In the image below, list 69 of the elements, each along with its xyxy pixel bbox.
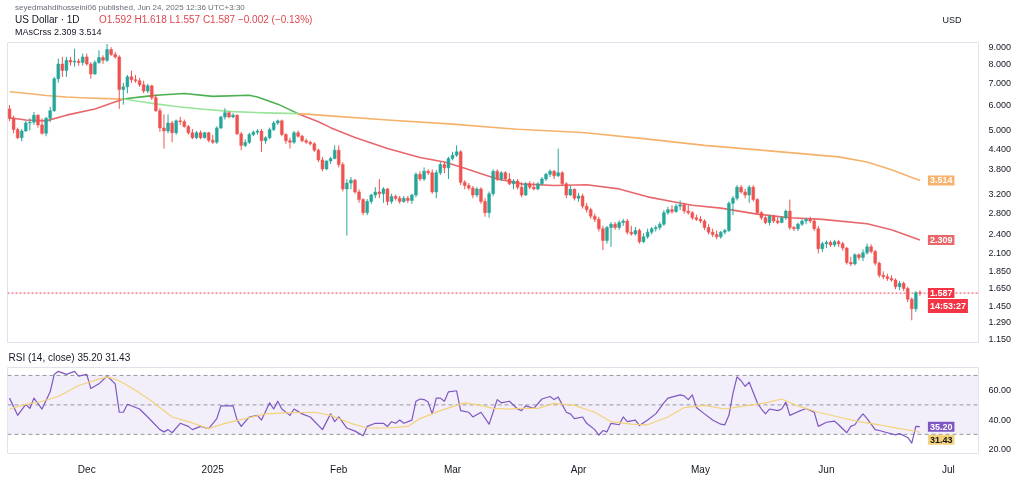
y-tick-label: 6.000 [988, 99, 1012, 110]
candlestick [170, 120, 174, 143]
candlestick [446, 156, 451, 180]
line-series [122, 92, 299, 115]
y-tick-label: 60.00 [988, 385, 1012, 396]
y-axis-title: USD [942, 14, 962, 25]
candlestick [430, 168, 434, 195]
candlestick [28, 117, 32, 131]
ref-line-label: 1.587 [929, 288, 953, 299]
candlestick [377, 178, 382, 199]
y-tick-label: 1.290 [988, 317, 1012, 328]
candlestick [788, 199, 792, 231]
y-tick-label: 1.650 [988, 282, 1012, 293]
text: seyedmahdihosseini06 published, Jun 24, 2025 12:36 UTC+3:30 [15, 3, 246, 12]
line-series [8, 370, 921, 444]
x-tick-label: Dec [77, 463, 96, 475]
x-tick-label: Jul [941, 463, 955, 475]
candlestick [60, 56, 65, 78]
annotation: 35.20 [929, 421, 953, 432]
text: MAsCrss 2.309 3.514 [15, 26, 102, 37]
y-tick-label: 7.000 [988, 77, 1012, 88]
candlestick [609, 221, 613, 248]
candlestick [670, 204, 674, 215]
candlestick [548, 168, 552, 178]
annotation: 14:53:27 [929, 301, 966, 312]
annotation: 2.309 [929, 234, 953, 245]
x-tick-label: 2025 [201, 463, 225, 475]
candlestick [259, 128, 264, 153]
y-tick-label: 8.000 [988, 58, 1012, 69]
x-tick-label: Jun [818, 463, 835, 475]
y-tick-label: 2.800 [988, 207, 1012, 218]
x-tick-label: Mar [443, 463, 462, 475]
y-tick-label: 9.000 [988, 42, 1012, 53]
line-series [122, 98, 299, 115]
candlestick [101, 54, 105, 65]
candlestick [288, 137, 292, 150]
x-tick-label: May [691, 463, 710, 475]
y-tick-label: 20.00 [988, 444, 1012, 455]
x-tick-label: Apr [570, 463, 587, 475]
candlestick [914, 290, 918, 313]
candlestick [345, 178, 349, 237]
candlestick [166, 113, 170, 134]
y-tick-label: 2.100 [988, 248, 1012, 259]
annotation: 31.43 [929, 434, 953, 445]
y-tick-label: 40.00 [988, 414, 1012, 425]
y-tick-label: 1.850 [988, 266, 1012, 277]
line-series [297, 112, 921, 182]
chart-title: US Dollar · 1D [15, 14, 80, 25]
candlestick [861, 248, 865, 262]
candlestick [556, 148, 560, 178]
line-series [297, 112, 921, 241]
candlestick [678, 200, 682, 211]
y-tick-label: 1.450 [988, 300, 1012, 311]
candlestick [414, 171, 418, 198]
y-tick-label: 2.400 [988, 229, 1012, 240]
chart-subtitle: O1.592 H1.618 L1.557 C1.587 −0.002 (−0.13%) [98, 14, 313, 25]
chart-title: RSI (14, close) 35.20 31.43 [8, 351, 131, 363]
y-tick-label: 5.000 [988, 125, 1012, 136]
y-tick-label: 1.150 [988, 333, 1012, 344]
x-tick-label: Feb [330, 463, 348, 475]
y-tick-label: 3.200 [988, 188, 1012, 199]
annotation: 3.514 [929, 175, 953, 186]
y-tick-label: 3.800 [988, 164, 1012, 175]
candlestick [613, 221, 617, 231]
y-tick-label: 4.400 [988, 143, 1012, 154]
line-series [8, 90, 125, 100]
candlestick [105, 43, 109, 63]
candlestick [918, 289, 922, 297]
candlestick [804, 217, 808, 225]
